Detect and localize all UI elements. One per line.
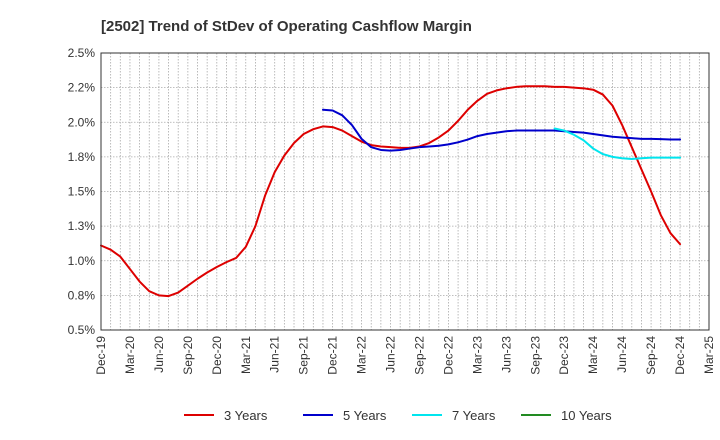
x-tick-label: Mar-25 bbox=[702, 336, 716, 374]
y-tick-label: 2.5% bbox=[68, 46, 96, 60]
x-tick-label: Jun-24 bbox=[615, 336, 629, 373]
x-axis-ticks: Dec-19 Mar-20 Jun-20 Sep-20 Dec-20 Mar-21 Jun-… bbox=[94, 336, 716, 375]
x-tick-label: Sep-20 bbox=[181, 336, 195, 375]
x-tick-label: Jun-23 bbox=[499, 336, 513, 373]
x-tick-label: Dec-24 bbox=[673, 336, 687, 375]
x-tick-label: Mar-24 bbox=[586, 336, 600, 374]
legend-label-7-years: 7 Years bbox=[452, 408, 496, 423]
x-tick-label: Mar-23 bbox=[470, 336, 484, 374]
plot-frame bbox=[100, 52, 710, 331]
x-tick-label: Dec-19 bbox=[94, 336, 108, 375]
legend: 3 Years 5 Years 7 Years 10 Years bbox=[184, 408, 612, 423]
series-line-3-years bbox=[100, 85, 682, 298]
y-tick-label: 1.3% bbox=[68, 219, 96, 233]
y-tick-label: 1.8% bbox=[68, 150, 96, 164]
x-tick-label: Mar-20 bbox=[123, 336, 137, 374]
grid-lines bbox=[101, 53, 709, 330]
y-tick-label: 2.0% bbox=[68, 115, 96, 129]
y-tick-label: 1.0% bbox=[68, 254, 96, 268]
x-tick-label: Jun-21 bbox=[268, 336, 282, 373]
x-tick-label: Jun-20 bbox=[152, 336, 166, 373]
x-tick-label: Sep-23 bbox=[528, 336, 542, 375]
y-tick-label: 0.8% bbox=[68, 288, 96, 302]
x-tick-label: Mar-22 bbox=[355, 336, 369, 374]
legend-label-3-years: 3 Years bbox=[224, 408, 268, 423]
y-tick-label: 0.5% bbox=[68, 323, 96, 337]
series-lines bbox=[100, 85, 682, 298]
chart-title: [2502] Trend of StDev of Operating Cashf… bbox=[101, 18, 472, 35]
x-tick-label: Dec-21 bbox=[326, 336, 340, 375]
legend-label-5-years: 5 Years bbox=[343, 408, 387, 423]
x-tick-label: Dec-23 bbox=[557, 336, 571, 375]
series-line-5-years bbox=[321, 108, 682, 152]
x-tick-label: Sep-22 bbox=[412, 336, 426, 375]
legend-label-10-years: 10 Years bbox=[561, 408, 612, 423]
y-axis-ticks: 0.5% 0.8% 1.0% 1.3% 1.5% 1.8% 2.0% 2.2% 2.5% bbox=[68, 46, 96, 337]
series-line-7-years bbox=[553, 127, 682, 160]
x-tick-label: Sep-24 bbox=[644, 336, 658, 375]
x-tick-label: Dec-20 bbox=[210, 336, 224, 375]
x-tick-label: Jun-22 bbox=[384, 336, 398, 373]
x-tick-label: Dec-22 bbox=[441, 336, 455, 375]
y-tick-label: 2.2% bbox=[68, 81, 96, 95]
y-tick-label: 1.5% bbox=[68, 185, 96, 199]
x-tick-label: Mar-21 bbox=[239, 336, 253, 374]
x-tick-label: Sep-21 bbox=[297, 336, 311, 375]
